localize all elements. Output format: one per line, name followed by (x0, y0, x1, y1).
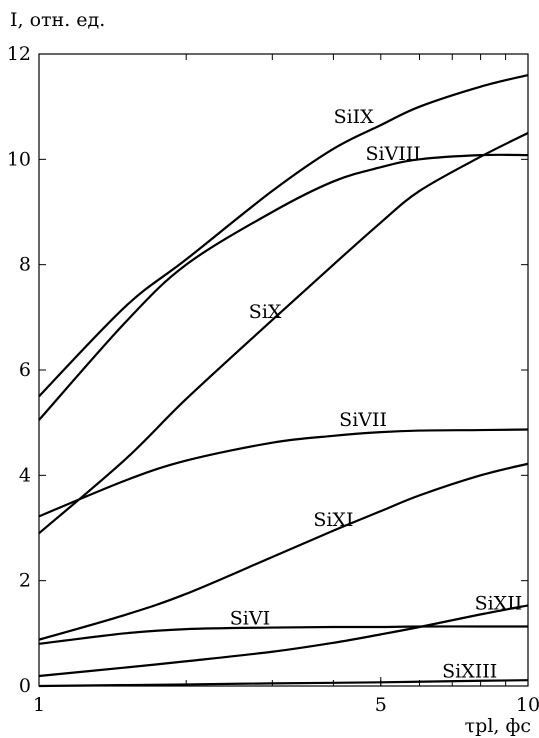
series-lines (38, 74, 529, 688)
y-tick-label: 12 (7, 43, 31, 65)
series-label-sixiii: SiXIII (442, 660, 497, 682)
series-label-sixii: SiXII (475, 592, 523, 614)
series-line-sivi (38, 625, 528, 645)
y-tick-label: 2 (19, 570, 31, 592)
series-label-six: SiX (249, 301, 282, 323)
y-tick-label: 0 (19, 675, 31, 697)
series-line-sivii (38, 428, 529, 518)
series-label-siviii: SiVIII (365, 143, 420, 165)
axis-ticks: 0 2 4 6 8 10 12 1 5 10 (7, 43, 539, 716)
x-tick-label: 5 (375, 694, 387, 716)
series-line-sixii (38, 604, 529, 678)
x-tick-label: 10 (516, 694, 539, 716)
y-tick-label: 4 (19, 464, 31, 486)
plot-area-border (38, 53, 529, 687)
series-line-siviii (38, 153, 529, 421)
series-labels: SiIX SiVIII SiX SiVII SiXI SiVI SiXII SiXIII (230, 106, 522, 682)
y-tick-label: 8 (19, 254, 31, 276)
plot-frame (38, 53, 529, 687)
series-line-siix (38, 74, 529, 398)
series-line-sixi (38, 462, 529, 641)
y-axis-title: I, отн. ед. (10, 9, 105, 31)
series-line-sixiii (38, 679, 529, 688)
x-axis-title: τpl, фс (465, 715, 531, 737)
series-line-six (38, 132, 529, 535)
y-tick-label: 6 (19, 359, 31, 381)
x-tick-label: 1 (33, 694, 45, 716)
series-label-sixi: SiXI (313, 509, 353, 531)
y-tick-label: 10 (7, 148, 31, 170)
series-label-sivii: SiVII (339, 409, 387, 431)
series-label-siix: SiIX (334, 106, 375, 128)
series-label-sivi: SiVI (230, 608, 270, 630)
